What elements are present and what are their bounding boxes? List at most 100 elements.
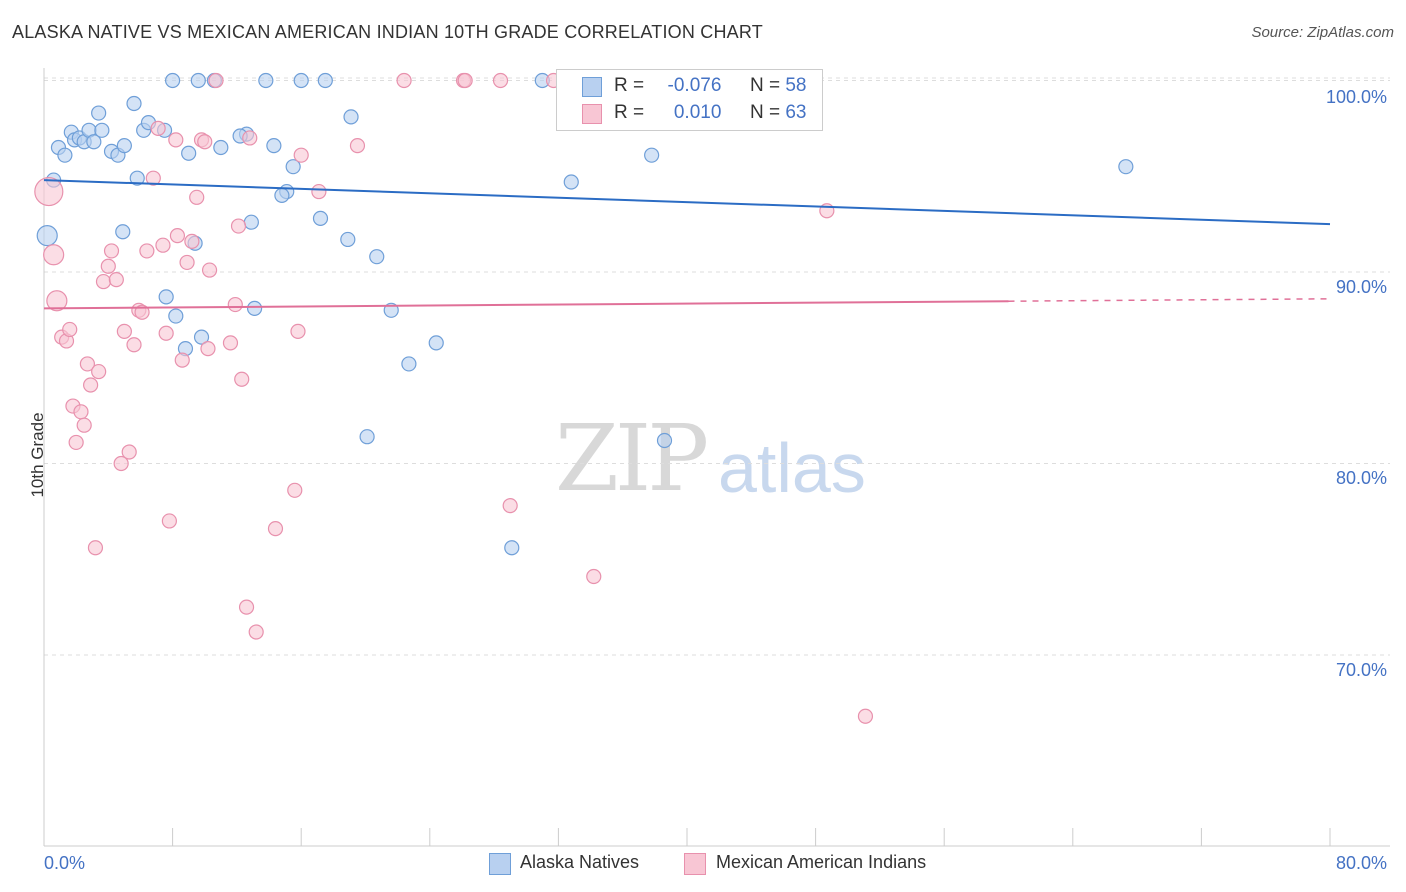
alaska-point — [285, 159, 301, 175]
n-value: 58 — [785, 75, 807, 96]
alaska-point — [563, 174, 579, 190]
mexican-point — [179, 254, 195, 271]
alaska-point — [340, 231, 356, 248]
mexican-point — [234, 371, 250, 387]
alaska-point — [1118, 159, 1134, 175]
alaska-point — [86, 134, 102, 150]
mexican-point — [208, 72, 224, 89]
x-tick-max: 80.0% — [1336, 853, 1388, 873]
mexican-point — [139, 243, 155, 259]
mexican-point — [91, 363, 107, 380]
alaska-trend-line — [43, 179, 1331, 226]
alaska-point — [57, 147, 73, 163]
n-label: N = — [749, 75, 781, 96]
mexican-point — [95, 273, 112, 290]
mexican-point — [857, 708, 874, 724]
alaska-point — [115, 224, 131, 240]
r-label: R = — [614, 75, 645, 96]
alaska-point — [312, 210, 329, 226]
stats-legend: R = -0.076 N = 58 R = 0.010 N = 63 — [556, 69, 823, 131]
mexican-point — [161, 513, 177, 529]
r-value: 0.010 — [673, 102, 722, 123]
y-tick-70: 70.0% — [1336, 660, 1388, 680]
mexican-point — [46, 290, 68, 312]
alaska-point — [428, 335, 444, 351]
mexican-point — [248, 624, 264, 640]
mexican-trend-line-extension — [1008, 298, 1331, 302]
mexican-point — [103, 243, 120, 259]
mexican-point — [287, 482, 303, 498]
mexican-point — [34, 176, 64, 207]
mexican-point — [349, 138, 366, 154]
alaska-point — [181, 145, 197, 161]
mexican-point — [134, 304, 150, 320]
mexican-point — [116, 323, 132, 339]
mexican-point — [43, 244, 65, 266]
alaska-point — [193, 329, 210, 345]
mexican-point — [68, 434, 84, 451]
y-axis-label: 10th Grade — [28, 412, 47, 498]
mexican-point — [168, 132, 184, 148]
n-label: N = — [749, 102, 781, 123]
alaska-point — [165, 72, 181, 89]
mexican-point — [197, 134, 213, 150]
watermark-zip: ZIP — [555, 405, 709, 512]
source-label: Source: ZipAtlas.com — [1251, 24, 1394, 41]
mexican-point — [396, 72, 412, 89]
mexican-point — [222, 335, 239, 351]
mexican-point — [502, 498, 518, 514]
mexican-point — [62, 321, 78, 338]
alaska-point — [213, 139, 229, 156]
legend-swatch-pink — [582, 104, 602, 124]
bottom-legend-alaska: Alaska Natives — [520, 852, 640, 872]
mexican-trend-line — [43, 300, 1009, 310]
y-tick-90: 90.0% — [1336, 277, 1388, 297]
mexican-point — [87, 540, 104, 556]
mexican-point — [492, 72, 509, 89]
alaska-point — [168, 308, 184, 324]
mexican-point — [158, 325, 174, 341]
alaska-point — [126, 95, 142, 112]
mexican-point — [189, 189, 205, 205]
legend-row-pink: R = 0.010 N = 63 — [614, 102, 806, 124]
chart-title: ALASKA NATIVE VS MEXICAN AMERICAN INDIAN… — [12, 22, 763, 42]
r-label: R = — [614, 102, 645, 123]
mexican-point — [227, 296, 243, 313]
alaska-point — [343, 109, 359, 125]
mexican-point — [586, 568, 602, 585]
alaska-point — [401, 356, 417, 372]
mexican-point — [267, 521, 284, 537]
mexican-point — [145, 170, 161, 186]
mexican-point — [155, 237, 171, 253]
alaska-point — [243, 214, 259, 230]
alaska-point — [91, 105, 107, 121]
alaska-point — [116, 138, 132, 154]
mexican-point — [79, 356, 96, 372]
mexican-point — [174, 352, 190, 368]
alaska-point — [158, 289, 174, 305]
alaska-point — [504, 540, 520, 556]
alaska-point — [94, 122, 110, 138]
bottom-legend-swatch-pink — [684, 853, 706, 875]
mexican-point — [121, 444, 137, 460]
mexican-point — [242, 130, 258, 146]
legend-row-blue: R = -0.076 N = 58 — [614, 75, 806, 97]
mexican-point — [200, 341, 216, 357]
alaska-point — [246, 300, 263, 316]
bottom-legend-mexican: Mexican American Indians — [716, 852, 927, 872]
y-tick-80: 80.0% — [1336, 468, 1388, 488]
mexican-point — [126, 337, 142, 353]
y-tick-100: 100.0% — [1326, 87, 1388, 107]
alaska-point — [36, 225, 58, 247]
mexican-point — [184, 233, 200, 249]
mexican-point — [73, 404, 89, 420]
mexican-point — [201, 262, 218, 278]
mexican-point — [230, 218, 247, 234]
alaska-point — [258, 72, 274, 89]
mexican-point — [113, 455, 129, 472]
r-value: -0.076 — [667, 75, 722, 96]
legend-swatch-blue — [582, 77, 602, 97]
alaska-point — [317, 72, 333, 89]
alaska-point — [656, 432, 673, 449]
